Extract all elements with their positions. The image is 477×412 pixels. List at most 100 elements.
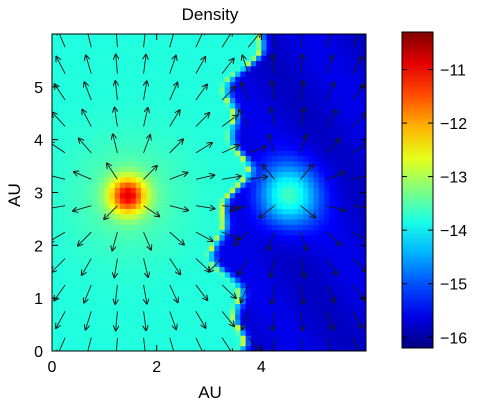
density-cell xyxy=(219,245,226,252)
velocity-arrow xyxy=(221,311,234,326)
density-cell xyxy=(188,197,194,204)
density-cell xyxy=(219,340,226,347)
density-cell xyxy=(360,197,366,204)
density-cell xyxy=(245,266,252,273)
density-cell xyxy=(120,287,126,294)
density-cell xyxy=(224,303,231,310)
density-cell xyxy=(104,76,111,83)
density-cell xyxy=(256,129,262,135)
density-cell xyxy=(203,70,210,77)
density-cell xyxy=(172,76,179,83)
density-cell xyxy=(93,97,100,104)
density-cell xyxy=(114,181,121,188)
density-cell xyxy=(303,34,310,40)
density-cell xyxy=(135,92,142,98)
density-cell xyxy=(78,218,84,225)
density-cell xyxy=(188,324,194,331)
density-cell xyxy=(360,203,366,209)
density-cell xyxy=(240,102,247,109)
density-cell xyxy=(209,150,215,157)
density-cell xyxy=(172,60,179,67)
density-cell xyxy=(345,319,351,326)
density-cell xyxy=(339,266,346,273)
density-cell xyxy=(78,250,84,257)
density-cell xyxy=(188,92,194,98)
density-cell xyxy=(99,266,105,273)
density-cell xyxy=(329,287,336,294)
density-cell xyxy=(188,81,194,88)
density-cell xyxy=(182,261,189,268)
density-cell xyxy=(67,192,74,199)
density-cell xyxy=(177,314,184,320)
density-cell xyxy=(240,107,247,114)
density-cell xyxy=(355,277,362,283)
density-cell xyxy=(182,218,189,225)
density-cell xyxy=(104,324,111,331)
density-cell xyxy=(156,70,163,77)
density-cell xyxy=(240,271,247,278)
density-cell xyxy=(303,65,310,72)
density-cell xyxy=(318,277,325,283)
density-cell xyxy=(250,319,257,326)
density-cell xyxy=(156,166,163,172)
density-cell xyxy=(78,107,84,114)
density-cell xyxy=(114,123,121,130)
density-cell xyxy=(125,298,132,305)
density-cell xyxy=(151,97,158,104)
density-cell xyxy=(287,102,294,109)
density-cell xyxy=(52,39,58,46)
density-cell xyxy=(334,277,341,283)
density-cell xyxy=(229,70,236,77)
density-cell xyxy=(57,160,64,167)
density-cell xyxy=(313,218,320,225)
density-cell xyxy=(104,224,111,231)
density-cell xyxy=(355,292,362,299)
density-cell xyxy=(177,255,184,262)
density-cell xyxy=(198,213,205,220)
density-cell xyxy=(240,181,247,188)
density-cell xyxy=(277,150,283,157)
density-cell xyxy=(193,113,200,120)
density-cell xyxy=(88,261,95,268)
density-cell xyxy=(109,203,116,209)
density-cell xyxy=(120,255,126,262)
density-cell xyxy=(209,70,215,77)
density-cell xyxy=(266,81,273,88)
density-cell xyxy=(282,197,289,204)
density-cell xyxy=(350,118,357,125)
density-cell xyxy=(182,60,189,67)
density-cell xyxy=(360,240,366,246)
density-cell xyxy=(303,187,310,194)
density-cell xyxy=(266,345,273,351)
density-cell xyxy=(198,113,205,120)
density-cell xyxy=(72,97,79,104)
density-cell xyxy=(256,144,262,151)
density-cell xyxy=(182,234,189,241)
density-cell xyxy=(109,266,116,273)
density-cell xyxy=(161,271,168,278)
density-cell xyxy=(203,60,210,67)
density-cell xyxy=(339,86,346,93)
density-cell xyxy=(188,49,194,56)
density-cell xyxy=(177,324,184,331)
density-cell xyxy=(83,65,90,72)
density-cell xyxy=(303,340,310,347)
density-cell xyxy=(203,261,210,268)
density-cell xyxy=(245,92,252,98)
density-cell xyxy=(308,129,315,135)
density-cell xyxy=(355,92,362,98)
density-cell xyxy=(52,118,58,125)
density-cell xyxy=(62,139,69,146)
density-cell xyxy=(146,76,153,83)
density-cell xyxy=(130,240,137,246)
density-cell xyxy=(360,144,366,151)
density-cell xyxy=(203,192,210,199)
density-cell xyxy=(161,197,168,204)
density-cell xyxy=(198,150,205,157)
density-cell xyxy=(78,197,84,204)
density-cell xyxy=(198,329,205,336)
density-cell xyxy=(345,55,351,62)
density-cell xyxy=(355,234,362,241)
density-cell xyxy=(62,44,69,51)
density-cell xyxy=(214,129,221,135)
